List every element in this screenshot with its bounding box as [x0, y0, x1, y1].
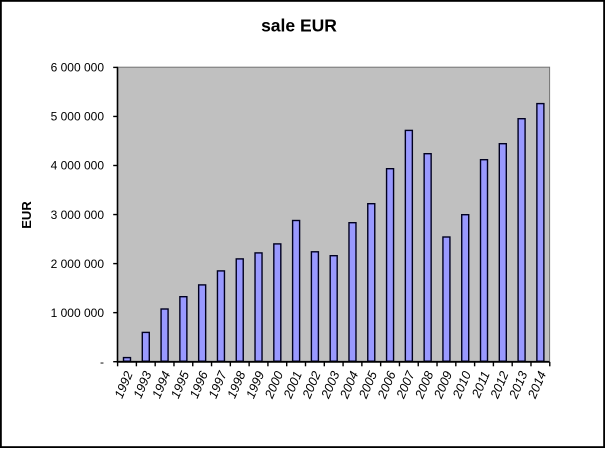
svg-text:5 000 000: 5 000 000	[51, 110, 105, 124]
svg-text:sale EUR: sale EUR	[261, 16, 337, 36]
svg-text:6 000 000: 6 000 000	[51, 61, 105, 75]
svg-text:3 000 000: 3 000 000	[51, 208, 105, 222]
svg-text:1 000 000: 1 000 000	[51, 306, 105, 320]
svg-text:2 000 000: 2 000 000	[51, 257, 105, 271]
svg-text:4 000 000: 4 000 000	[51, 159, 105, 173]
svg-text:-: -	[100, 355, 104, 369]
svg-text:EUR: EUR	[19, 201, 34, 229]
